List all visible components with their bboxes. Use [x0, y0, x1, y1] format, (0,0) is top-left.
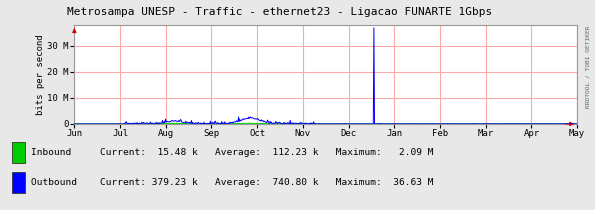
Y-axis label: bits per second: bits per second: [36, 34, 45, 115]
Text: Outbound    Current: 379.23 k   Average:  740.80 k   Maximum:  36.63 M: Outbound Current: 379.23 k Average: 740.…: [31, 178, 433, 187]
Text: Metrosampa UNESP - Traffic - ethernet23 - Ligacao FUNARTE 1Gbps: Metrosampa UNESP - Traffic - ethernet23 …: [67, 7, 492, 17]
Text: RRDTOOL / TOBI OETIKER: RRDTOOL / TOBI OETIKER: [585, 26, 590, 108]
Text: Inbound     Current:  15.48 k   Average:  112.23 k   Maximum:   2.09 M: Inbound Current: 15.48 k Average: 112.23…: [31, 148, 433, 157]
